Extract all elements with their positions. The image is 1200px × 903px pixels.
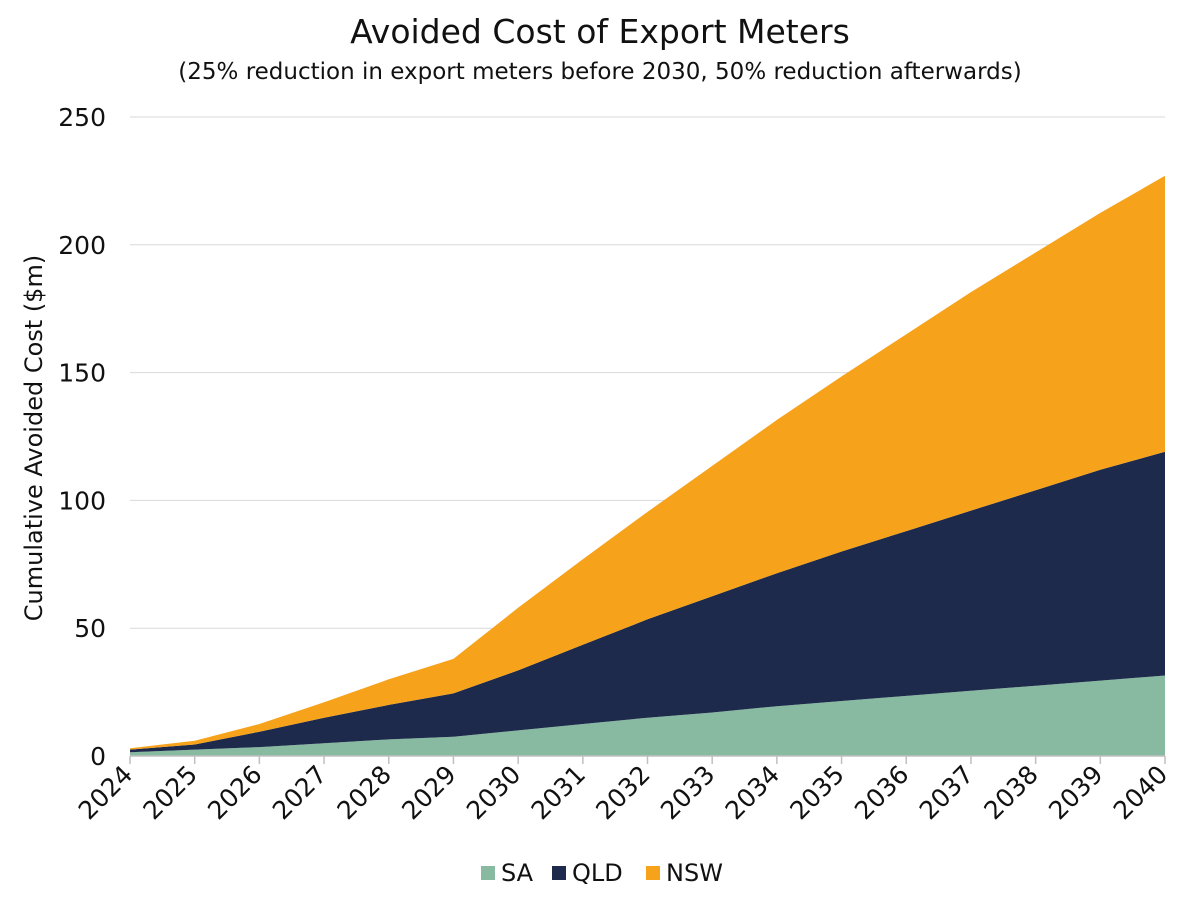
area-series-group [130, 175, 1165, 756]
x-tick-label: 2026 [202, 760, 267, 825]
x-tick-label: 2029 [396, 760, 461, 825]
chart-title: Avoided Cost of Export Meters [350, 12, 850, 51]
x-tick-label: 2036 [849, 760, 914, 825]
chart-subtitle: (25% reduction in export meters before 2… [178, 59, 1021, 85]
y-tick-label: 50 [74, 614, 106, 643]
y-tick-labels: 0 50 100 150 200 250 [58, 103, 106, 771]
legend-label-sa: SA [501, 859, 534, 887]
y-tick-label: 150 [58, 359, 106, 388]
legend: SA QLD NSW [481, 859, 723, 887]
y-axis-label: Cumulative Avoided Cost ($m) [20, 255, 48, 621]
y-tick-label: 250 [58, 103, 106, 132]
legend-swatch-sa [481, 866, 495, 880]
x-tick-label: 2035 [784, 760, 849, 825]
x-tick-label: 2032 [590, 760, 655, 825]
area-qld [130, 451, 1165, 753]
legend-label-qld: QLD [572, 859, 623, 887]
y-tick-label: 0 [90, 742, 106, 771]
legend-label-nsw: NSW [666, 859, 723, 887]
legend-swatch-qld [552, 866, 566, 880]
area-nsw [130, 175, 1165, 750]
x-tick-label: 2034 [720, 760, 785, 825]
legend-swatch-nsw [646, 866, 660, 880]
x-tick-label: 2033 [655, 760, 720, 825]
y-tick-label: 200 [58, 231, 106, 260]
area-sa [130, 675, 1165, 756]
x-tick-labels: 2024 2025 2026 2027 2028 2029 2030 2031 2032 2033… [73, 760, 1173, 825]
x-tick-label: 2027 [267, 760, 332, 825]
x-tick-label: 2030 [461, 760, 526, 825]
x-tick-label: 2038 [978, 760, 1043, 825]
x-tick-label: 2037 [914, 760, 979, 825]
y-tick-label: 100 [58, 486, 106, 515]
x-tick-label: 2031 [526, 760, 591, 825]
axes [129, 755, 1166, 764]
x-tick-label: 2040 [1108, 760, 1173, 825]
x-tick-label: 2025 [137, 760, 202, 825]
x-tick-label: 2028 [331, 760, 396, 825]
x-tick-label: 2039 [1043, 760, 1108, 825]
